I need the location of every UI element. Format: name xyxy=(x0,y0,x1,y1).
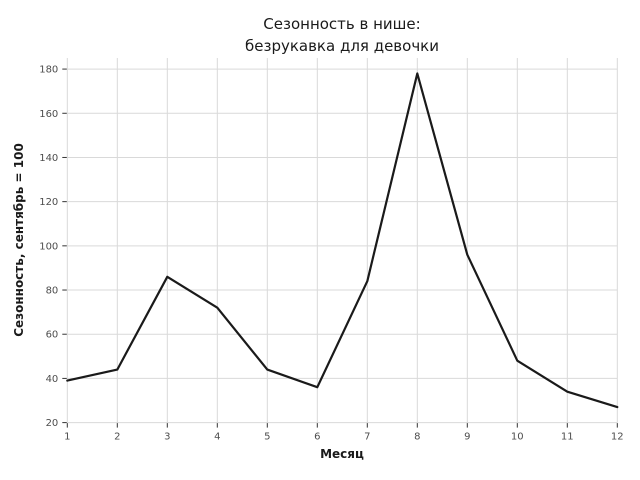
x-tick-label: 1 xyxy=(64,432,70,443)
x-tick-label: 7 xyxy=(364,432,370,443)
x-tick-label: 2 xyxy=(114,432,120,443)
y-tick-label: 100 xyxy=(39,241,58,252)
x-tick-label: 11 xyxy=(561,432,574,443)
y-tick-label: 20 xyxy=(46,418,59,429)
x-axis-title: Месяц xyxy=(320,447,364,461)
chart-title-line-2: безрукавка для девочки xyxy=(244,37,439,55)
x-tick-label: 8 xyxy=(414,432,420,443)
x-tick-label: 6 xyxy=(314,432,320,443)
y-tick-label: 180 xyxy=(39,65,58,76)
y-tick-label: 40 xyxy=(46,374,59,385)
chart-title: Сезонность в нише: безрукавка для девочк… xyxy=(67,13,617,57)
x-tick-label: 10 xyxy=(511,432,524,443)
y-tick-label: 80 xyxy=(46,286,59,297)
x-tick-label: 3 xyxy=(164,432,170,443)
x-tick-label: 5 xyxy=(264,432,270,443)
chart-title-line-1: Сезонность в нише: xyxy=(263,15,421,33)
seasonality-series-line xyxy=(66,72,619,409)
x-tick-label: 4 xyxy=(214,432,220,443)
y-tick-label: 140 xyxy=(39,153,58,164)
x-tick-label: 9 xyxy=(464,432,470,443)
y-tick-label: 160 xyxy=(39,109,58,120)
y-tick-label: 120 xyxy=(39,197,58,208)
y-tick-label: 60 xyxy=(46,330,59,341)
x-tick-label: 12 xyxy=(611,432,624,443)
y-axis-title: Сезонность, сентябрь = 100 xyxy=(12,143,26,337)
